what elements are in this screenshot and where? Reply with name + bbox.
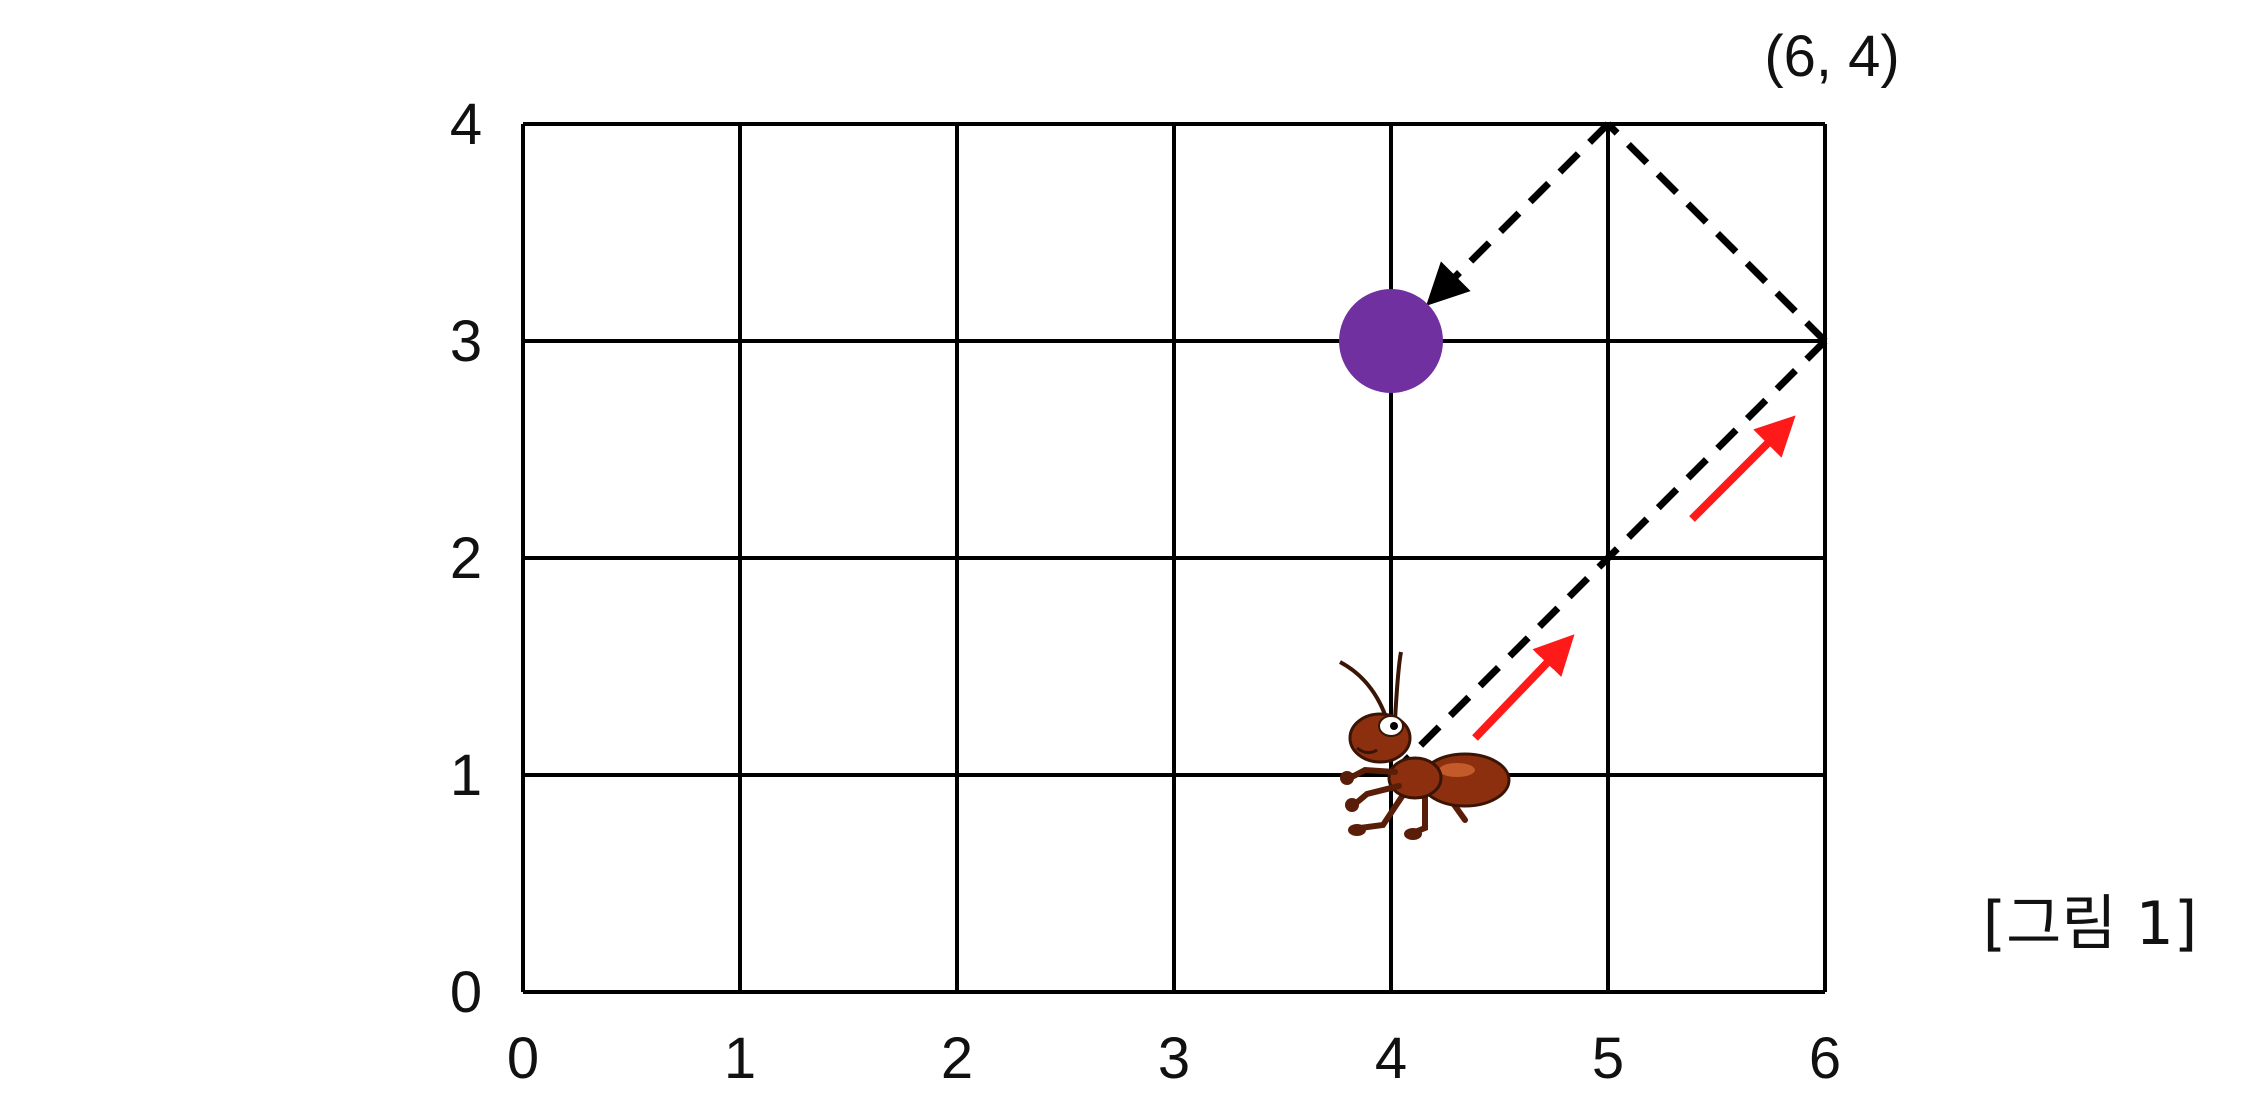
x-tick-label: 2 [941,1026,973,1091]
y-tick-label: 4 [450,92,482,157]
x-tick-label: 0 [507,1026,539,1091]
direction-arrows [1472,415,1796,741]
x-tick-label: 1 [724,1026,756,1091]
purple-ball [1339,289,1443,393]
y-tick-label: 3 [450,309,482,374]
dashed-path [1388,121,1828,778]
corner-coordinate-label: (6, 4) [1764,24,1899,89]
y-tick-label: 2 [450,526,482,591]
ant-icon [1339,651,1511,840]
x-tick-label: 5 [1592,1026,1624,1091]
x-tick-label: 4 [1375,1026,1407,1091]
y-tick-label: 1 [450,743,482,808]
direction-arrow-lower [1472,634,1575,741]
path-segment [1388,338,1828,778]
path-segment [1426,121,1611,306]
x-tick-label: 3 [1158,1026,1190,1091]
grid-lines [521,122,1827,994]
y-tick-label: 0 [450,960,482,1025]
direction-arrow-upper [1689,415,1796,522]
path-segment [1605,121,1828,344]
x-axis-tick-labels: 0 1 2 3 4 5 6 [507,1026,1841,1091]
figure-caption: [그림 1] [1983,889,2197,959]
x-tick-label: 6 [1809,1026,1841,1091]
y-axis-tick-labels: 0 1 2 3 4 [450,92,482,1025]
